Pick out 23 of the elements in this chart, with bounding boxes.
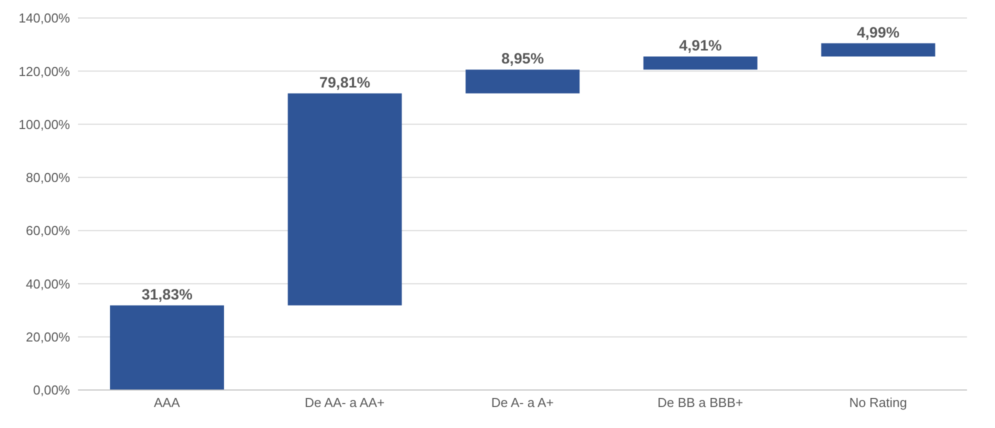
x-tick-label: De BB a BBB+ <box>657 395 744 410</box>
bar <box>466 70 580 94</box>
y-tick-label: 20,00% <box>26 329 70 344</box>
bar <box>110 305 224 390</box>
y-tick-label: 120,00% <box>18 64 70 79</box>
data-label: 4,99% <box>856 24 900 42</box>
data-label: 8,95% <box>501 50 544 68</box>
data-label: 31,83% <box>142 286 192 304</box>
x-tick-label: De AA- a AA+ <box>304 395 385 410</box>
data-label: 79,81% <box>319 74 370 92</box>
y-tick-label: 140,00% <box>18 10 70 26</box>
y-tick-label: 40,00% <box>26 276 70 292</box>
data-label: 4,91% <box>679 38 722 55</box>
bar <box>643 56 758 70</box>
y-tick-label: 60,00% <box>26 223 70 238</box>
x-tick-label: De A- a A+ <box>491 395 554 410</box>
x-tick-label: AAA <box>154 395 180 410</box>
y-tick-label: 80,00% <box>26 170 70 186</box>
x-tick-label: No Rating <box>849 395 908 410</box>
bar <box>821 43 936 57</box>
bar <box>288 93 402 306</box>
y-tick-label: 0,00% <box>33 382 70 398</box>
y-tick-label: 100,00% <box>18 116 70 132</box>
